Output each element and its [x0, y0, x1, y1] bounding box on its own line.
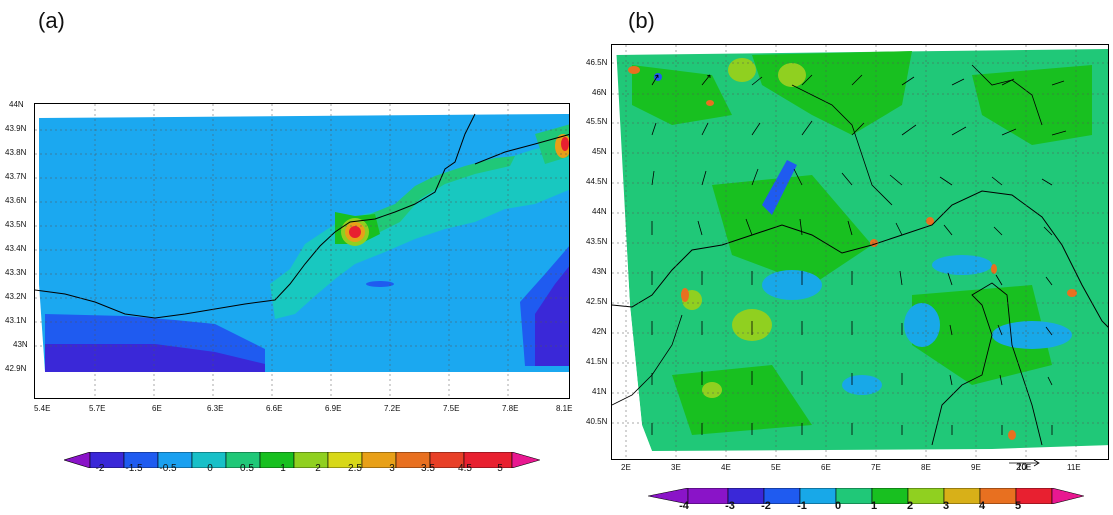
panel-b-lat-tick: 43.5N	[586, 237, 608, 246]
reference-vector-label: 20	[1016, 462, 1028, 473]
panel-a-lat-tick: 43.4N	[5, 244, 27, 253]
panel-b-lon-tick: 9E	[971, 463, 981, 472]
panel-a-lon-tick: 6E	[152, 404, 162, 413]
panel-a-lat-tick: 43.5N	[5, 220, 27, 229]
panel-b-lon-tick: 2E	[621, 463, 631, 472]
panel-a-lat-tick: 43.7N	[5, 172, 27, 181]
panel-b-lat-tick: 45.5N	[586, 117, 608, 126]
panel-a-map	[34, 103, 570, 399]
panel-b-colorbar-label: -1	[797, 500, 807, 512]
panel-b-lat-tick: 43N	[592, 267, 607, 276]
panel-b-colorbar-label: 4	[978, 500, 986, 512]
panel-b-lon-tick: 3E	[671, 463, 681, 472]
panel-a-colorbar-label: 5	[497, 463, 503, 474]
panel-b-lon-tick: 5E	[771, 463, 781, 472]
panel-b-colorbar-label: -4	[679, 500, 689, 512]
panel-a-lon-tick: 7.2E	[384, 404, 401, 413]
panel-b-lon-tick: 11E	[1067, 463, 1081, 472]
panel-a-colorbar-label: 1	[280, 463, 286, 474]
panel-a-lon-tick: 8.1E	[556, 404, 573, 413]
panel-b-lon-tick: 6E	[821, 463, 831, 472]
panel-a-label: (a)	[38, 8, 65, 33]
panel-a-lat-tick: 43.6N	[5, 196, 27, 205]
panel-b-lat-tick: 45N	[592, 147, 607, 156]
panel-b-lat-tick: 46N	[592, 88, 607, 97]
wind-vectors	[651, 74, 1067, 435]
panel-a-lon-tick: 5.4E	[34, 404, 51, 413]
panel-b-colorbar-label: 3	[942, 500, 950, 512]
panel-a-lat-tick: 43.8N	[5, 148, 27, 157]
panel-b-lon-tick: 10E	[1017, 463, 1032, 472]
panel-a-lon-tick: 5.7E	[89, 404, 106, 413]
panel-b-colorbar-label: -3	[725, 500, 735, 512]
panel-a-field	[35, 104, 569, 398]
panel-b-colorbar-label: 5	[1014, 500, 1022, 512]
panel-b-lat-tick: 42N	[592, 327, 607, 336]
panel-b-lat-tick: 44.5N	[586, 177, 608, 186]
panel-a-lon-tick: 7.5E	[443, 404, 460, 413]
panel-b-colorbar	[648, 488, 1084, 504]
panel-a-lat-tick: 43N	[13, 340, 28, 349]
panel-a-lat-tick: 43.2N	[5, 292, 27, 301]
panel-b-lat-tick: 41.5N	[586, 357, 608, 366]
panel-a-colorbar-label: 2.5	[348, 463, 362, 474]
panel-a-colorbar-label: 0	[207, 463, 213, 474]
panel-b-lat-tick: 42.5N	[586, 297, 608, 306]
panel-a-colorbar-label: 2	[315, 463, 321, 474]
panel-b-lat-tick: 40.5N	[586, 417, 608, 426]
panel-a-lon-tick: 6.9E	[325, 404, 342, 413]
panel-a-colorbar-label: -1.5	[125, 463, 143, 474]
panel-b-colorbar-label: -2	[761, 500, 771, 512]
panel-a-colorbar-label: -0.5	[159, 463, 177, 474]
panel-b-lon-tick: 7E	[871, 463, 881, 472]
panel-b-lat-tick: 41N	[592, 387, 607, 396]
panel-b-colorbar-label: 2	[906, 500, 914, 512]
panel-b-lon-tick: 4E	[721, 463, 731, 472]
panel-a-colorbar-label: 4.5	[458, 463, 472, 474]
panel-a-lon-tick: 6.6E	[266, 404, 283, 413]
panel-a-lat-tick: 43.1N	[5, 316, 27, 325]
panel-a-lat-tick: 42.9N	[5, 364, 27, 373]
panel-b-label: (b)	[628, 8, 655, 33]
reference-vector-arrow	[1009, 459, 1040, 467]
panel-a-colorbar-label: -2	[95, 463, 105, 474]
panel-a-lat-tick: 43.9N	[5, 124, 27, 133]
panel-a-lat-tick: 43.3N	[5, 268, 27, 277]
panel-a-lon-tick: 7.8E	[502, 404, 519, 413]
panel-a-colorbar-label: 0.5	[240, 463, 254, 474]
panel-b-lat-tick: 44N	[592, 207, 607, 216]
panel-a-colorbar	[64, 452, 540, 468]
panel-b-lon-tick: 8E	[921, 463, 931, 472]
panel-b-map	[611, 44, 1109, 460]
panel-b-field	[612, 45, 1108, 459]
panel-b-colorbar-label: 1	[870, 500, 878, 512]
panel-b-lat-tick: 46.5N	[586, 58, 608, 67]
panel-a-lon-tick: 6.3E	[207, 404, 224, 413]
panel-a-colorbar-label: 3.5	[421, 463, 435, 474]
panel-b-colorbar-label: 0	[834, 500, 842, 512]
panel-a-lat-tick: 44N	[9, 100, 24, 109]
panel-a-colorbar-label: 3	[389, 463, 395, 474]
